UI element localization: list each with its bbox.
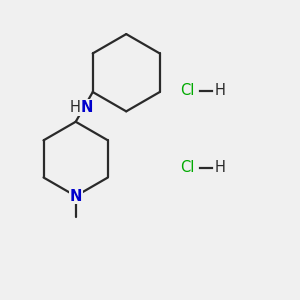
Text: N: N — [70, 189, 82, 204]
Text: Cl: Cl — [180, 160, 194, 175]
Text: N: N — [81, 100, 93, 115]
Text: H: H — [215, 160, 226, 175]
Text: H: H — [215, 83, 226, 98]
Text: Cl: Cl — [180, 83, 194, 98]
Text: H: H — [70, 100, 80, 115]
